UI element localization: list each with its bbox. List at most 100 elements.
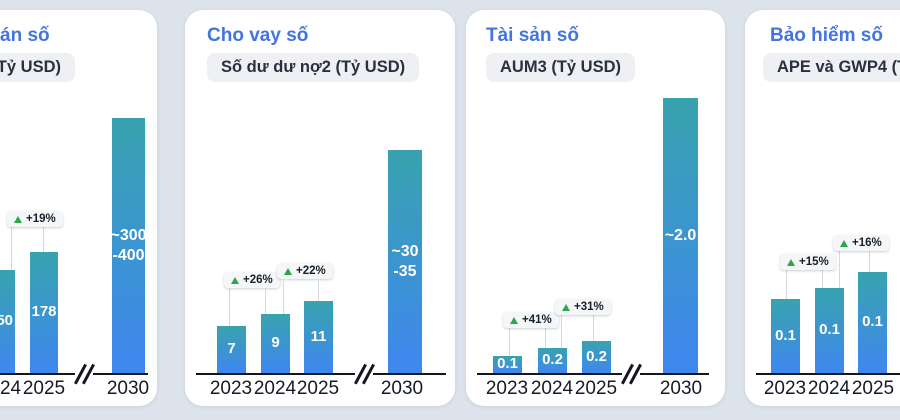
bar-2023: 0.1 bbox=[493, 355, 522, 373]
leader-line bbox=[318, 281, 319, 301]
x-axis-line bbox=[756, 373, 900, 375]
x-tick-2025: 2025 bbox=[296, 378, 340, 399]
card-title: án số bbox=[0, 25, 50, 46]
bar-2023: 0.1 bbox=[771, 299, 800, 373]
x-axis-line bbox=[477, 373, 709, 375]
growth-label: +22% bbox=[296, 265, 326, 277]
up-triangle-icon bbox=[284, 267, 292, 275]
card-subtitle: Số dư dư nợ2 (Tỷ USD) bbox=[221, 58, 406, 76]
bar-value: 11 bbox=[310, 327, 327, 345]
x-tick-2024: 2024 bbox=[807, 378, 851, 399]
x-tick-2023: 2023 bbox=[209, 378, 253, 399]
growth-badge: +16% bbox=[833, 235, 889, 251]
leader-line bbox=[43, 227, 44, 252]
leader-line bbox=[265, 289, 266, 314]
x-tick-2030: 2030 bbox=[659, 378, 703, 399]
bar-value: ~300 -400 bbox=[110, 226, 147, 264]
leader-line bbox=[545, 328, 546, 348]
growth-label: +26% bbox=[243, 274, 273, 286]
x-tick-2025: 2025 bbox=[851, 378, 895, 399]
leader-line bbox=[561, 315, 562, 348]
growth-badge: +26% bbox=[224, 272, 280, 288]
leader-line bbox=[11, 227, 12, 270]
bar-2024: 0.1 bbox=[815, 288, 844, 373]
x-tick-2025: 2025 bbox=[22, 378, 66, 399]
leader-line bbox=[509, 328, 510, 356]
card-tai-san-so: Tài sản số AUM3 (Tỷ USD) +41% +31% 0.1 0… bbox=[466, 10, 725, 406]
bar-value: 0.2 bbox=[542, 351, 563, 369]
up-triangle-icon bbox=[562, 303, 570, 311]
bar-value: 178 bbox=[31, 303, 57, 321]
bar-2030: ~2.0 bbox=[663, 98, 698, 373]
leader-line bbox=[869, 250, 870, 272]
growth-badge: +31% bbox=[555, 299, 611, 315]
bar-value: 0.1 bbox=[862, 313, 883, 331]
x-tick-2024: 2024 bbox=[0, 378, 22, 399]
card-subtitle-badge: AUM3 (Tỷ USD) bbox=[486, 53, 636, 82]
card-subtitle: AUM3 (Tỷ USD) bbox=[500, 58, 622, 76]
growth-badge: +22% bbox=[277, 263, 333, 279]
growth-badge: +19% bbox=[7, 211, 63, 227]
up-triangle-icon bbox=[14, 215, 22, 223]
axis-break-icon bbox=[620, 363, 642, 385]
bar-2025: 0.2 bbox=[582, 341, 611, 373]
bar-value: 7 bbox=[227, 340, 236, 358]
bar-value: 0.1 bbox=[497, 355, 518, 373]
bar-2030: ~300 -400 bbox=[110, 118, 147, 373]
bar-2024: 0.2 bbox=[538, 348, 567, 373]
x-tick-2023: 2023 bbox=[485, 378, 529, 399]
card-subtitle-badge: APE và GWP4 (Tỷ bbox=[763, 53, 900, 82]
card-title: Cho vay số bbox=[207, 25, 309, 46]
growth-label: +16% bbox=[852, 237, 882, 249]
up-triangle-icon bbox=[787, 258, 795, 266]
card-title: Tài sản số bbox=[486, 25, 579, 46]
card-bao-hiem-so: Bảo hiểm số APE và GWP4 (Tỷ +15% +16% 0.… bbox=[745, 10, 900, 406]
axis-break-icon bbox=[353, 363, 375, 385]
growth-badge: +15% bbox=[780, 254, 836, 270]
bar-value: ~2.0 bbox=[664, 226, 697, 244]
bar-value: 9 bbox=[271, 334, 280, 352]
axis-break-icon bbox=[73, 363, 95, 385]
x-tick-2023: 2023 bbox=[763, 378, 807, 399]
x-tick-2024: 2024 bbox=[253, 378, 297, 399]
growth-label: +31% bbox=[574, 301, 604, 313]
card-subtitle: APE và GWP4 (Tỷ bbox=[777, 58, 900, 76]
bar-value: 150 bbox=[0, 312, 14, 330]
growth-label: +19% bbox=[26, 213, 56, 225]
bar-2024: 150 bbox=[0, 270, 15, 373]
card-subtitle-badge: Tỷ USD) bbox=[0, 53, 75, 82]
bar-value: 0.1 bbox=[775, 326, 796, 344]
bar-2025: 178 bbox=[30, 252, 58, 373]
growth-badge: +41% bbox=[503, 312, 559, 328]
x-tick-2030: 2030 bbox=[380, 378, 424, 399]
bar-value: 0.2 bbox=[586, 347, 607, 365]
x-axis-line bbox=[196, 373, 446, 375]
up-triangle-icon bbox=[231, 276, 239, 284]
card-cho-vay-so: Cho vay số Số dư dư nợ2 (Tỷ USD) +26% +2… bbox=[185, 10, 455, 406]
bar-2030: ~30 -35 bbox=[388, 150, 422, 373]
bar-2024: 9 bbox=[261, 314, 290, 373]
bar-value: 0.1 bbox=[819, 321, 840, 339]
x-axis-line bbox=[0, 373, 148, 375]
leader-line bbox=[839, 250, 840, 288]
leader-line bbox=[593, 315, 594, 341]
leader-line bbox=[283, 281, 284, 314]
x-tick-2024: 2024 bbox=[530, 378, 574, 399]
growth-label: +41% bbox=[522, 314, 552, 326]
leader-line bbox=[822, 269, 823, 288]
up-triangle-icon bbox=[840, 239, 848, 247]
leader-line bbox=[786, 269, 787, 299]
card-subtitle-badge: Số dư dư nợ2 (Tỷ USD) bbox=[207, 53, 420, 82]
card-title: Bảo hiểm số bbox=[770, 25, 883, 46]
bar-2023: 7 bbox=[217, 326, 246, 373]
x-tick-2030: 2030 bbox=[106, 378, 150, 399]
up-triangle-icon bbox=[510, 316, 518, 324]
bar-2025: 0.1 bbox=[858, 272, 887, 373]
x-tick-2025: 2025 bbox=[574, 378, 618, 399]
bar-2025: 11 bbox=[304, 301, 333, 373]
card-subtitle: Tỷ USD) bbox=[0, 58, 61, 76]
growth-label: +15% bbox=[799, 256, 829, 268]
card-an-so: án số Tỷ USD) +19% 150 178 ~300 -400 202… bbox=[0, 10, 157, 406]
bar-value: ~30 -35 bbox=[391, 242, 419, 280]
